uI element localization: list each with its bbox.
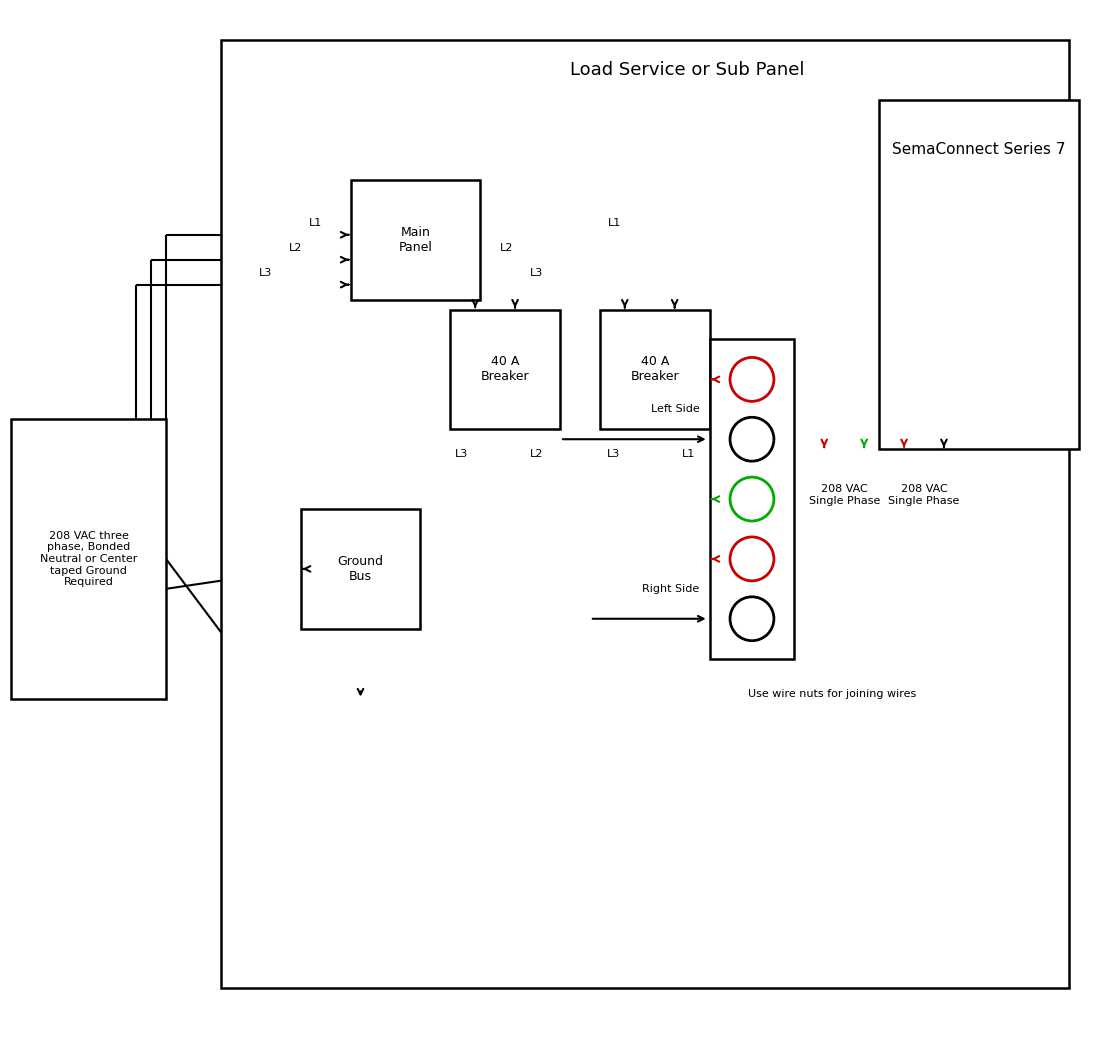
Bar	[300, 509, 420, 628]
Bar	[600, 309, 710, 429]
Text: 40 A
Breaker: 40 A Breaker	[481, 356, 529, 384]
Text: L1: L1	[608, 218, 622, 228]
Text: Use wire nuts for joining wires: Use wire nuts for joining wires	[748, 688, 916, 699]
Bar	[11, 420, 166, 699]
Text: L3: L3	[260, 267, 273, 278]
Text: L2: L2	[500, 242, 514, 253]
Text: Left Side: Left Side	[651, 404, 700, 414]
Text: L3: L3	[530, 267, 543, 278]
Text: L1: L1	[682, 449, 695, 459]
Circle shape	[730, 537, 774, 581]
Text: L1: L1	[309, 218, 322, 228]
Text: L3: L3	[606, 449, 619, 459]
Circle shape	[730, 358, 774, 402]
Circle shape	[730, 477, 774, 521]
Bar	[710, 340, 794, 659]
Text: L3: L3	[455, 449, 469, 459]
Circle shape	[730, 597, 774, 641]
Text: 40 A
Breaker: 40 A Breaker	[630, 356, 679, 384]
Text: SemaConnect Series 7: SemaConnect Series 7	[892, 143, 1066, 157]
Text: 208 VAC
Single Phase: 208 VAC Single Phase	[808, 484, 880, 506]
Bar	[450, 309, 560, 429]
Bar	[879, 100, 1079, 449]
Bar	[351, 180, 481, 300]
Text: 208 VAC
Single Phase: 208 VAC Single Phase	[889, 484, 959, 506]
Circle shape	[730, 418, 774, 462]
Text: Right Side: Right Side	[642, 584, 700, 594]
Text: Load Service or Sub Panel: Load Service or Sub Panel	[570, 61, 804, 80]
Text: L2: L2	[530, 449, 543, 459]
Text: Ground
Bus: Ground Bus	[338, 555, 384, 583]
Bar	[221, 40, 1068, 988]
Text: Main
Panel: Main Panel	[398, 226, 432, 254]
Text: 208 VAC three
phase, Bonded
Neutral or Center
taped Ground
Required: 208 VAC three phase, Bonded Neutral or C…	[40, 531, 138, 587]
Text: L2: L2	[289, 242, 302, 253]
